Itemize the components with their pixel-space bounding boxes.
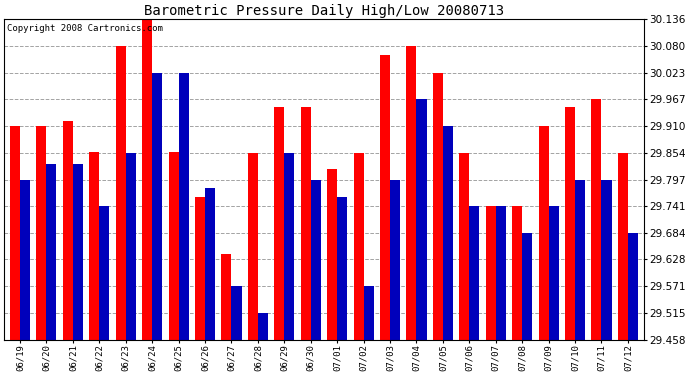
Bar	[205, 188, 215, 340]
Bar	[390, 180, 400, 340]
Bar	[179, 73, 188, 340]
Bar	[46, 164, 57, 340]
Bar	[126, 153, 136, 340]
Text: Copyright 2008 Cartronics.com: Copyright 2008 Cartronics.com	[8, 24, 164, 33]
Bar	[539, 126, 549, 340]
Bar	[37, 126, 46, 340]
Bar	[575, 180, 585, 340]
Bar	[258, 313, 268, 340]
Bar	[469, 206, 480, 340]
Bar	[522, 233, 532, 340]
Bar	[512, 206, 522, 340]
Bar	[337, 197, 347, 340]
Bar	[380, 55, 390, 340]
Bar	[152, 73, 162, 340]
Bar	[591, 99, 602, 340]
Bar	[20, 180, 30, 340]
Bar	[195, 197, 205, 340]
Bar	[89, 152, 99, 340]
Bar	[565, 107, 575, 340]
Bar	[310, 180, 321, 340]
Bar	[417, 99, 426, 340]
Title: Barometric Pressure Daily High/Low 20080713: Barometric Pressure Daily High/Low 20080…	[144, 4, 504, 18]
Bar	[496, 206, 506, 340]
Bar	[443, 126, 453, 340]
Bar	[460, 153, 469, 340]
Bar	[142, 20, 152, 340]
Bar	[486, 206, 496, 340]
Bar	[433, 73, 443, 340]
Bar	[221, 254, 231, 340]
Bar	[168, 152, 179, 340]
Bar	[116, 46, 126, 340]
Bar	[10, 126, 20, 340]
Bar	[628, 233, 638, 340]
Bar	[284, 153, 295, 340]
Bar	[63, 122, 73, 340]
Bar	[73, 164, 83, 340]
Bar	[602, 180, 611, 340]
Bar	[549, 206, 559, 340]
Bar	[618, 153, 628, 340]
Bar	[231, 286, 241, 340]
Bar	[301, 107, 310, 340]
Bar	[99, 206, 109, 340]
Bar	[406, 46, 417, 340]
Bar	[327, 169, 337, 340]
Bar	[353, 153, 364, 340]
Bar	[275, 107, 284, 340]
Bar	[248, 153, 258, 340]
Bar	[364, 286, 374, 340]
